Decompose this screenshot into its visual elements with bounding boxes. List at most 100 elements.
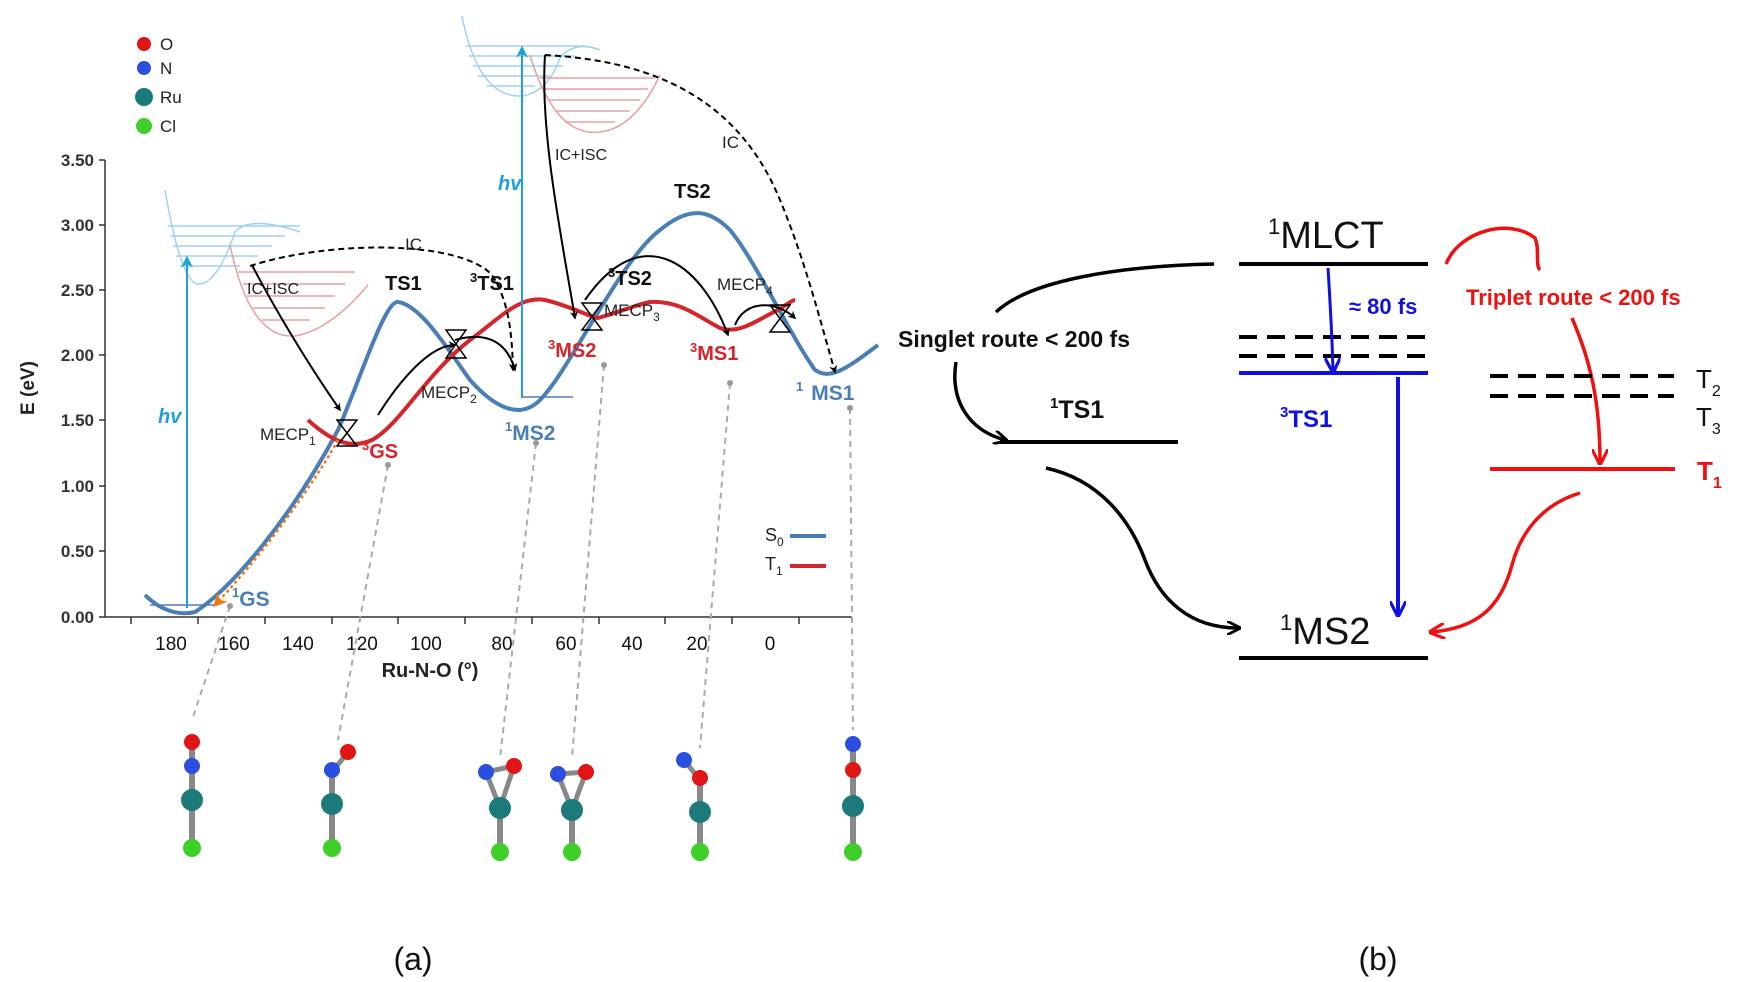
leader-dots: [227, 362, 853, 609]
x-tick-label: 40: [621, 634, 642, 655]
y-tick-label: 1.50: [61, 411, 94, 430]
triplet-route-arc: [1444, 226, 1542, 272]
mecp1-label: MECP1: [260, 425, 316, 448]
x-tick-labels: 180 160 140 120 100 80 60 40 20 0: [155, 634, 775, 655]
t2-label: T2: [1696, 364, 1721, 400]
singlet-route-label: Singlet route < 200 fs: [898, 326, 1130, 352]
panel-a-label: (a): [393, 941, 432, 977]
legend-t1-label: T1: [765, 554, 783, 578]
triplet-ts1-label: 3TS1: [470, 270, 514, 295]
panel-a: O N Ru Cl 3.50 3.00 2.50: [18, 15, 880, 977]
molecule-1ms2: [478, 758, 522, 861]
legend-s0-label: S0: [765, 525, 784, 549]
x-tick-label: 0: [765, 634, 776, 655]
singlet-route-arc: [994, 262, 1215, 314]
y-tick-label: 1.00: [61, 477, 94, 496]
triplet-route-label: Triplet route < 200 fs: [1466, 285, 1681, 310]
legend-atom-cl-dot: [136, 118, 152, 134]
ts2-label: TS2: [674, 181, 711, 203]
atom-legend: O N Ru Cl: [135, 35, 182, 136]
s0-curve: [143, 211, 880, 616]
mlct-label: 1MLCT: [1268, 214, 1384, 257]
y-axis-label: E (eV): [18, 361, 39, 415]
y-tick-label: 2.50: [61, 281, 94, 300]
arrow-mecp3-to-3ms1: [584, 255, 730, 337]
ic-arrow-left: [249, 246, 517, 372]
mecp2-label: MECP2: [421, 383, 477, 406]
hv-label-left: hv: [158, 406, 183, 428]
triplet-ts1-label: 3TS1: [1280, 404, 1332, 433]
x-tick-label: 140: [282, 634, 314, 655]
molecule-1gs: [181, 734, 203, 857]
triplet-ms1-label: 3MS1: [690, 340, 738, 365]
legend-atom-n-dot: [137, 61, 151, 75]
x-tick-label: 60: [555, 634, 576, 655]
arrow-orange-to-1gs: [213, 439, 340, 608]
x-tick-label: 160: [218, 634, 250, 655]
t1-to-ms2-arrow: [1432, 491, 1581, 632]
panel-b-label: (b): [1358, 941, 1397, 977]
x-tick-label: 120: [346, 634, 378, 655]
ic-isc-label-left: IC+ISC: [247, 281, 299, 298]
ic-isc-arrow-left: [251, 264, 341, 412]
t1-curve: [306, 297, 796, 446]
triplet-ts2-label: 3TS2: [608, 265, 652, 290]
axes: [99, 159, 852, 624]
legend-atom-ru-dot: [135, 88, 153, 106]
x-tick-label: 80: [491, 634, 512, 655]
y-tick-labels: 3.50 3.00 2.50 2.00 1.50 1.00 0.50 0.00: [61, 151, 94, 627]
ic-isc-label-right: IC+ISC: [555, 147, 607, 164]
x-tick-label: 100: [410, 634, 442, 655]
blue-arrow-80fs: [1328, 267, 1333, 370]
molecule-3ms1: [676, 752, 711, 861]
legend-atom-cl-label: Cl: [160, 117, 176, 136]
mecp4-label: MECP4: [717, 275, 773, 298]
ic-label-right: IC: [722, 133, 739, 152]
vibrational-well-left-triplet: [229, 244, 369, 337]
ic-label-left: IC: [405, 235, 422, 254]
molecule-3gs: [321, 744, 356, 857]
ts1-label: TS1: [385, 273, 422, 295]
y-tick-label: 0.50: [61, 542, 94, 561]
mecp3-marker: [580, 302, 604, 331]
singlet-route-arrow: [953, 361, 1005, 440]
x-tick-label: 180: [155, 634, 187, 655]
singlet-ms1-label: 1 MS1: [796, 379, 855, 405]
time-80fs-label: ≈ 80 fs: [1349, 294, 1417, 319]
molecule-1ms1: [842, 736, 864, 861]
y-tick-label: 2.00: [61, 346, 94, 365]
hv-label-right: hv: [498, 173, 523, 195]
mecp2-marker: [444, 329, 468, 359]
curve-legend: S0 T1: [765, 525, 826, 578]
x-axis-label: Ru-N-O (°): [382, 660, 479, 682]
panel-b: 1MLCT 3TS1 ≈ 80 fs 1TS1 Singlet route < …: [898, 214, 1722, 977]
t1-label: T1: [1697, 456, 1722, 492]
legend-atom-ru-label: Ru: [160, 88, 182, 107]
mecp4-marker: [768, 304, 792, 333]
ms2-label: 1MS2: [1280, 610, 1370, 653]
y-tick-label: 3.00: [61, 216, 94, 235]
triplet-ms2-label: 3MS2: [548, 337, 596, 362]
ic-isc-arrow-right: [543, 54, 578, 320]
molecule-3ms2: [550, 764, 594, 861]
singlet-ts1-label: 1TS1: [1050, 395, 1104, 424]
mecp3-label: MECP3: [604, 301, 660, 324]
singlet-ms2-label: 1MS2: [505, 419, 555, 445]
x-tick-label: 20: [686, 634, 707, 655]
mecp1-marker: [335, 419, 359, 447]
legend-atom-o-label: O: [160, 35, 173, 54]
singlet-ts1-to-ms2-arrow: [1045, 466, 1238, 628]
gs3-label: 3GS: [362, 438, 398, 463]
vibrational-well-left: [164, 189, 301, 285]
y-tick-label: 3.50: [61, 151, 94, 170]
gs1-label: 1GS: [232, 585, 270, 611]
leader-lines: [191, 364, 854, 759]
arrow-3gs-to-mecp2: [377, 341, 457, 416]
triplet-route-arrow: [1570, 317, 1600, 462]
legend-atom-n-label: N: [160, 59, 172, 78]
arrow-mecp2-to-1ms2: [454, 335, 518, 372]
t3-label: T3: [1696, 402, 1721, 438]
legend-atom-o-dot: [137, 37, 151, 51]
y-tick-label: 0.00: [61, 608, 94, 627]
